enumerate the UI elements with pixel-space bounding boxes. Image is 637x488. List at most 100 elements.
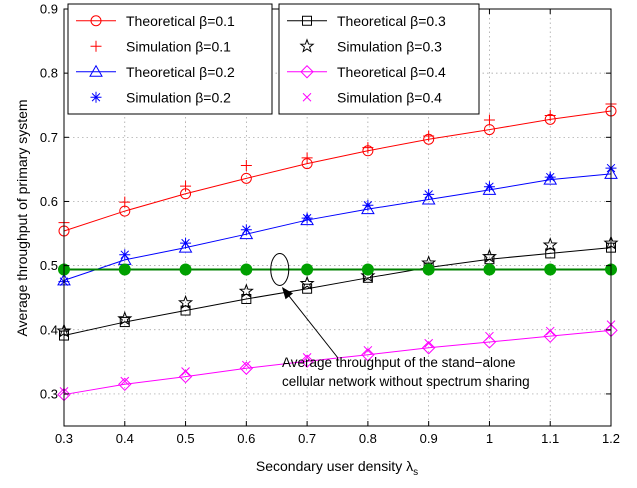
legend-entry: Simulation β=0.3 [299,38,442,54]
series-line [63,247,612,337]
plus-marker [90,40,102,52]
legend-label: Simulation β=0.4 [337,89,442,105]
x-tick-label: 1 [486,431,493,446]
filled-circle-marker [483,263,496,276]
asterisk-marker [483,181,495,193]
legend-entry: Simulation β=0.1 [90,38,231,54]
annotation-ellipse [270,252,290,286]
asterisk-marker [301,212,313,224]
diamond-marker [361,348,375,362]
annotation-arrow-line [282,287,339,359]
series-simulation-0.3 [56,235,619,338]
filled-circle-marker [422,263,435,276]
y-tick-label: 0.8 [40,66,58,81]
star-marker [117,310,133,326]
x-tick-label: 0.3 [55,431,73,446]
plus-marker [240,160,252,172]
series-simulation-0.4 [59,320,616,396]
square-marker [545,248,556,259]
x-tick-label: 0.7 [298,431,316,446]
star-marker [177,294,194,310]
y-tick-label: 0.3 [40,386,58,401]
asterisk-marker [423,188,435,200]
x-axis-label: Secondary user density λs [256,458,418,478]
filled-circle-marker [179,263,192,276]
series-line [63,110,612,232]
series-theoretical-0.2 [57,166,618,286]
x-tick-label: 0.8 [359,431,377,446]
cross-marker [485,331,494,341]
annotation-arrow-head [281,287,293,300]
series-baseline [58,263,617,276]
legend-label: Theoretical β=0.3 [337,13,446,29]
asterisk-marker [362,199,374,211]
plus-marker [362,142,374,154]
legend-entry: Simulation β=0.2 [90,89,231,105]
asterisk-marker [180,237,192,249]
y-tick-label: 0.4 [40,322,58,337]
x-tick-label: 1.2 [602,431,620,446]
legend-entry: Simulation β=0.4 [302,89,442,105]
circle-marker [90,15,102,27]
legend-entry: Theoretical β=0.4 [287,64,446,80]
legend-label: Theoretical β=0.1 [126,13,235,29]
x-tick-label: 0.5 [177,431,195,446]
legend-label: Theoretical β=0.4 [337,64,446,80]
cross-marker [302,353,312,362]
series-theoretical-0.1 [58,105,617,237]
asterisk-marker [90,91,102,103]
legend-label: Simulation β=0.3 [337,38,442,54]
diamond-marker [300,65,314,79]
series-simulation-0.1 [58,98,617,229]
series-line [63,173,612,281]
annotation-text-line: cellular network without spectrum sharin… [282,374,530,389]
legend-entry: Theoretical β=0.3 [287,13,446,29]
star-marker [299,275,315,291]
filled-circle-marker [240,263,253,276]
cross-marker [302,92,312,102]
plus-marker [544,109,556,121]
annotation-text-line: Average throughput of the stand−alone [282,355,516,370]
legend-entry: Theoretical β=0.1 [76,13,235,29]
cross-marker [241,360,251,370]
x-tick-label: 0.6 [237,431,255,446]
y-tick-label: 0.7 [40,130,58,145]
asterisk-marker [544,171,556,183]
cross-marker [181,367,190,376]
cross-marker [545,326,555,336]
filled-circle-marker [118,263,131,276]
plus-marker [483,114,495,126]
star-marker [299,38,315,53]
asterisk-marker [240,224,252,236]
cross-marker [424,338,434,348]
legend-entry: Theoretical β=0.2 [76,64,235,80]
x-tick-label: 0.4 [116,431,134,446]
filled-circle-marker [301,263,314,276]
series-theoretical-0.3 [59,242,616,341]
star-marker [238,283,254,298]
star-marker [481,248,498,264]
asterisk-marker [119,249,131,261]
star-marker [360,267,376,283]
y-tick-label: 0.6 [40,194,58,209]
triangle-marker [239,227,254,240]
square-marker [302,15,312,26]
diamond-marker [118,377,132,392]
diamond-marker [300,354,314,368]
filled-circle-marker [361,263,374,276]
star-marker [542,237,558,252]
filled-circle-marker [544,263,557,276]
plus-marker [423,130,435,142]
circle-marker [240,172,252,184]
legend-box [278,3,480,115]
legend-label: Simulation β=0.2 [126,89,231,105]
diamond-marker [543,329,557,343]
legend-label: Simulation β=0.1 [126,38,231,54]
square-marker [302,283,313,294]
diamond-marker [178,369,193,384]
series-simulation-0.2 [58,162,617,288]
y-tick-label: 0.5 [40,258,58,273]
plus-marker [301,152,313,164]
triangle-marker [543,172,558,185]
